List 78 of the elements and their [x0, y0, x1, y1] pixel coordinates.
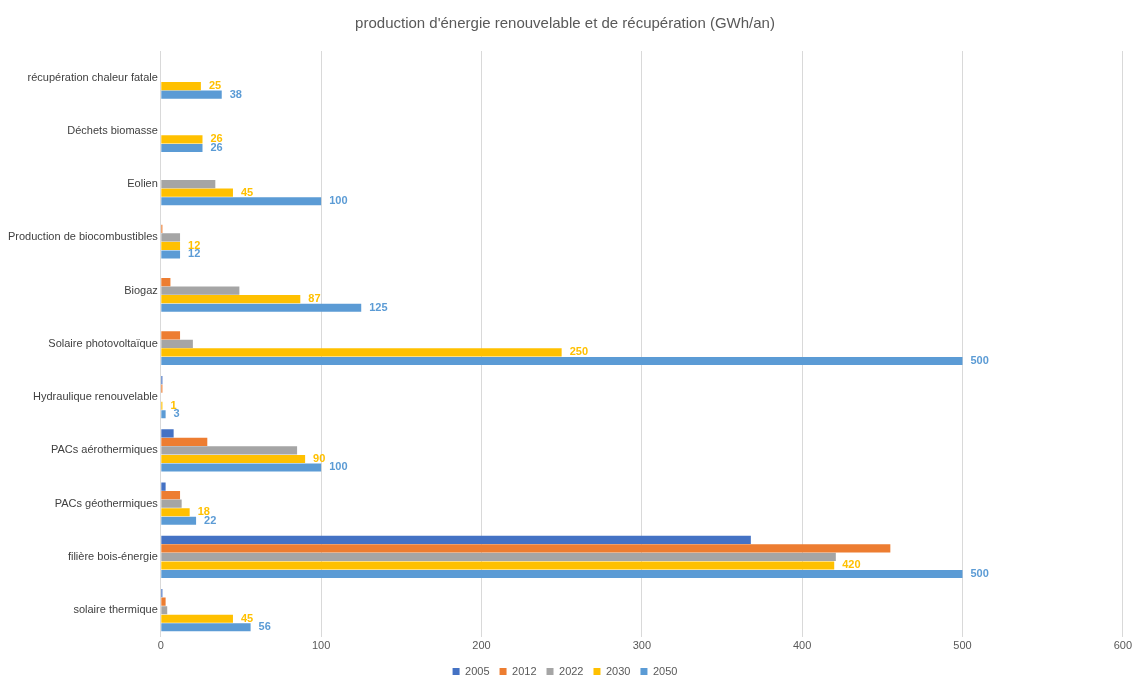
x-tick-label: 200: [472, 639, 491, 652]
y-tick-label: Déchets biomasse: [67, 123, 158, 136]
data-label: 87: [308, 292, 321, 305]
x-tick-label: 0: [157, 639, 164, 652]
data-label: 56: [258, 620, 271, 633]
y-tick-label: Production de biocombustibles: [8, 230, 159, 243]
legend-label: 2050: [652, 664, 678, 677]
legend-label: 2012: [512, 664, 537, 677]
bar: [161, 339, 193, 348]
data-label: 18: [197, 505, 210, 518]
chart-title: production d'énergie renouvelable et de récupération (GWh/an): [355, 14, 775, 32]
legend-label: 2030: [605, 664, 631, 677]
x-tick-label: 600: [1113, 639, 1132, 652]
x-tick-label: 100: [311, 639, 331, 652]
y-tick-label: Biogaz: [124, 283, 158, 296]
bar: [161, 544, 891, 553]
bar: [161, 569, 963, 579]
bar: [161, 623, 251, 632]
bar: [161, 482, 166, 491]
y-tick-label: Solaire photovoltaïque: [48, 336, 158, 349]
bar: [161, 561, 835, 570]
bar: [161, 197, 322, 206]
bar: [161, 250, 181, 259]
bar: [161, 82, 201, 91]
bar: [161, 516, 197, 525]
y-tick-label: PACs aérothermiques: [51, 443, 159, 456]
y-tick-label: filière bois-énergie: [67, 549, 158, 562]
data-label: 26: [210, 132, 223, 145]
bar: [161, 241, 181, 250]
bar: [161, 295, 301, 304]
bar: [161, 331, 181, 340]
bar: [161, 188, 233, 197]
bar: [161, 552, 836, 561]
data-label: 250: [569, 345, 589, 358]
data-label: 125: [369, 300, 388, 313]
bar: [161, 135, 203, 144]
data-label: 45: [240, 611, 254, 624]
bar: [161, 508, 190, 517]
data-label: 100: [329, 194, 348, 207]
bar: [161, 606, 168, 615]
legend-label: 2005: [465, 664, 490, 677]
bar: [161, 278, 171, 287]
data-label: 90: [313, 451, 326, 464]
data-label: 45: [240, 185, 254, 198]
y-tick-label: Hydraulique renouvelable: [33, 390, 158, 403]
bar: [161, 535, 751, 544]
bar: [161, 356, 963, 365]
bar: [161, 499, 182, 508]
bar: [161, 233, 181, 242]
bar: [161, 286, 240, 295]
legend-label: 2022: [559, 664, 584, 677]
bar: [161, 90, 222, 99]
data-label: 500: [970, 353, 989, 366]
x-tick-label: 300: [632, 639, 651, 652]
y-tick-label: PACs géothermiques: [54, 496, 159, 509]
bar: [161, 491, 181, 500]
data-label: 420: [842, 558, 861, 571]
bar: [161, 454, 306, 463]
bar: [161, 463, 322, 472]
bar: [161, 180, 216, 189]
bar: [161, 410, 166, 419]
data-label: 38: [229, 87, 242, 100]
y-tick-label: solaire thermique: [73, 603, 158, 616]
bar: [161, 303, 362, 312]
bar: [161, 348, 562, 357]
data-label: 25: [208, 79, 222, 92]
bar: [161, 429, 174, 438]
x-tick-label: 400: [792, 639, 812, 652]
x-tick-label: 500: [953, 639, 972, 652]
bar: [161, 597, 166, 606]
y-tick-label: Eolien: [127, 177, 158, 190]
bar: [161, 614, 233, 623]
data-label: 100: [329, 460, 348, 473]
y-tick-label: récupération chaleur fatale: [27, 70, 158, 83]
data-label: 500: [970, 566, 989, 579]
bar: [161, 143, 203, 152]
bar: [161, 437, 208, 446]
bar: [161, 446, 298, 455]
